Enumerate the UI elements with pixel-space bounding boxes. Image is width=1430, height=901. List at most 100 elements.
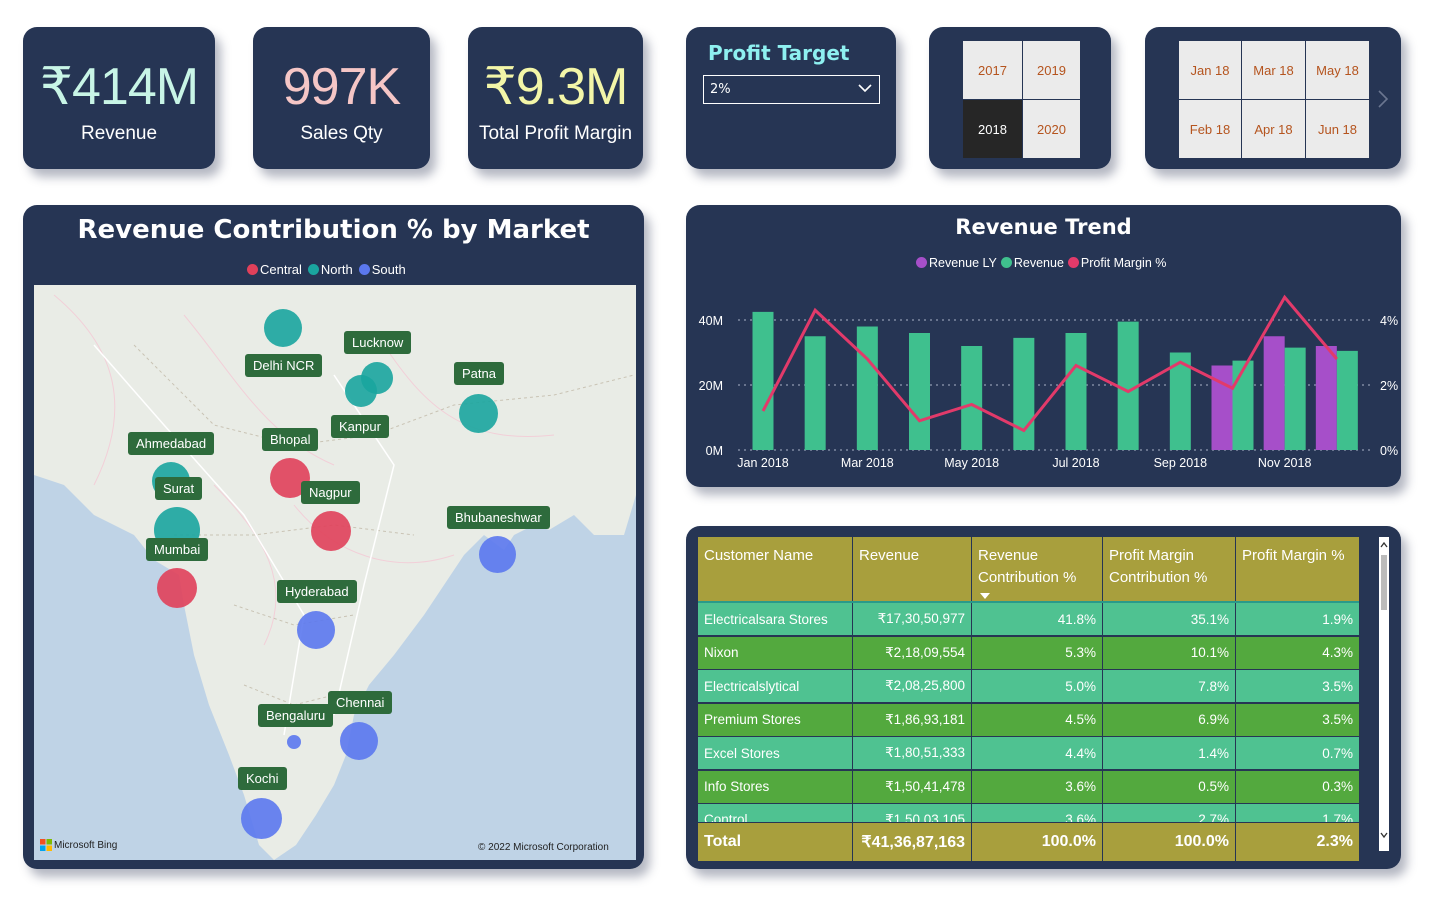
profit-kpi-card: ₹9.3M Total Profit Margin bbox=[468, 27, 643, 169]
table-cell[interactable]: 35.1% bbox=[1103, 603, 1235, 635]
month-option[interactable]: May 18 bbox=[1306, 41, 1369, 99]
bar-revenue-ly bbox=[1263, 336, 1285, 450]
chevron-right-icon[interactable] bbox=[1377, 89, 1389, 113]
table-cell[interactable]: ₹1,86,93,181 bbox=[853, 703, 971, 736]
city-label-bhopal: Bhopal bbox=[262, 428, 319, 451]
year-option[interactable]: 2017 bbox=[963, 41, 1022, 99]
revenue-trend-chart[interactable]: 0M 20M 40M 0% 2% 4% Jan 2018 Mar 2018 May 2018 Ju… bbox=[686, 205, 1401, 487]
table-cell[interactable]: 41.8% bbox=[972, 603, 1102, 635]
table-cell[interactable]: ₹1,80,51,333 bbox=[853, 737, 971, 769]
column-header[interactable]: Profit Margin Contribution % bbox=[1103, 537, 1235, 601]
table-cell[interactable]: 5.3% bbox=[972, 636, 1102, 669]
column-header[interactable]: Revenue bbox=[853, 537, 971, 601]
bubble-bhubaneshwar[interactable] bbox=[479, 536, 516, 573]
year-slicer-card: 2017 2019 2018 2020 bbox=[929, 27, 1111, 169]
trend-title: Revenue Trend bbox=[955, 215, 1132, 239]
table-cell[interactable]: 1.9% bbox=[1236, 603, 1359, 635]
bar-revenue bbox=[1169, 352, 1191, 450]
legend-item-revenue: Revenue bbox=[1000, 256, 1064, 270]
city-label-kochi: Kochi bbox=[238, 767, 287, 790]
customer-name-cell[interactable]: Control bbox=[698, 804, 852, 822]
sales-qty-label: Sales Qty bbox=[300, 123, 383, 144]
bing-attribution: Microsoft Bing bbox=[54, 839, 118, 851]
city-label-ahmedabad: Ahmedabad bbox=[128, 432, 215, 455]
column-header[interactable]: Revenue Contribution % bbox=[972, 537, 1102, 601]
table-cell[interactable]: 4.5% bbox=[972, 703, 1102, 736]
bubble-chennai[interactable] bbox=[340, 722, 378, 760]
customer-name-cell[interactable]: Excel Stores bbox=[698, 737, 852, 769]
bar-revenue bbox=[1232, 360, 1254, 450]
customer-name-cell[interactable]: Electricalslytical bbox=[698, 670, 852, 702]
table-cell[interactable]: 0.3% bbox=[1236, 770, 1359, 803]
year-option[interactable]: 2020 bbox=[1023, 100, 1080, 158]
customer-name-cell[interactable]: Nixon bbox=[698, 636, 852, 669]
bar-revenue-ly bbox=[1315, 346, 1337, 450]
city-label-bengaluru: Bengaluru bbox=[258, 704, 334, 727]
city-label-lucknow: Lucknow bbox=[344, 331, 412, 354]
bubble-kochi[interactable] bbox=[241, 798, 282, 839]
year-option-selected[interactable]: 2018 bbox=[963, 100, 1022, 158]
bubble-mumbai[interactable] bbox=[157, 568, 197, 608]
scroll-down-icon[interactable] bbox=[1379, 829, 1389, 841]
table-cell[interactable]: ₹1,50,03,105 bbox=[853, 804, 971, 822]
legend-item-south: South bbox=[358, 262, 406, 277]
total-cell: 100.0% bbox=[1103, 823, 1235, 861]
city-label-patna: Patna bbox=[454, 362, 504, 385]
bar-revenue bbox=[1336, 350, 1358, 450]
month-option[interactable]: Feb 18 bbox=[1179, 100, 1241, 158]
table-cell[interactable]: ₹2,08,25,800 bbox=[853, 670, 971, 702]
month-option[interactable]: Jan 18 bbox=[1179, 41, 1241, 99]
table-cell[interactable]: 6.9% bbox=[1103, 703, 1235, 736]
table-cell[interactable]: 4.3% bbox=[1236, 636, 1359, 669]
table-cell[interactable]: 3.6% bbox=[972, 770, 1102, 803]
customer-name-cell[interactable]: Info Stores bbox=[698, 770, 852, 803]
bar-revenue bbox=[1013, 337, 1035, 450]
column-header[interactable]: Customer Name bbox=[698, 537, 852, 601]
bar-revenue bbox=[804, 336, 826, 450]
city-label-mumbai: Mumbai bbox=[146, 538, 209, 561]
table-cell[interactable]: 3.6% bbox=[972, 804, 1102, 822]
month-slicer-card: Jan 18 Mar 18 May 18 Feb 18 Apr 18 Jun 1… bbox=[1145, 27, 1401, 169]
table-cell[interactable]: 4.4% bbox=[972, 737, 1102, 769]
bubble-kanpur[interactable] bbox=[345, 375, 377, 407]
bubble-hyderabad[interactable] bbox=[297, 611, 335, 649]
month-option[interactable]: Jun 18 bbox=[1306, 100, 1369, 158]
table-cell[interactable]: 3.5% bbox=[1236, 670, 1359, 702]
profit-target-dropdown[interactable]: 2% bbox=[703, 75, 880, 104]
chevron-down-icon bbox=[857, 80, 873, 100]
table-cell[interactable]: ₹17,30,50,977 bbox=[853, 603, 971, 635]
total-cell: 2.3% bbox=[1236, 823, 1359, 861]
scroll-thumb[interactable] bbox=[1381, 555, 1387, 610]
table-cell[interactable]: 2.7% bbox=[1103, 804, 1235, 822]
y-tick-label-left: 40M bbox=[699, 314, 723, 328]
table-cell[interactable]: 0.7% bbox=[1236, 737, 1359, 769]
map-canvas[interactable]: Delhi NCR Lucknow Kanpur Patna Ahmedabad… bbox=[34, 285, 636, 860]
table-cell[interactable]: 1.4% bbox=[1103, 737, 1235, 769]
year-option[interactable]: 2019 bbox=[1023, 41, 1080, 99]
month-option[interactable]: Mar 18 bbox=[1242, 41, 1305, 99]
table-cell[interactable]: ₹1,50,41,478 bbox=[853, 770, 971, 803]
revenue-label: Revenue bbox=[80, 123, 158, 144]
table-cell[interactable]: 10.1% bbox=[1103, 636, 1235, 669]
profit-value: ₹9.3M bbox=[483, 58, 629, 116]
city-label-surat: Surat bbox=[155, 477, 203, 500]
customer-name-cell[interactable]: Premium Stores bbox=[698, 703, 852, 736]
table-cell[interactable]: 3.5% bbox=[1236, 703, 1359, 736]
scroll-up-icon[interactable] bbox=[1379, 539, 1389, 551]
bubble-patna[interactable] bbox=[459, 394, 498, 433]
bubble-nagpur[interactable] bbox=[311, 511, 351, 551]
table-cell[interactable]: 7.8% bbox=[1103, 670, 1235, 702]
customer-name-cell[interactable]: Electricalsara Stores bbox=[698, 603, 852, 635]
x-tick-label: Jan 2018 bbox=[737, 456, 788, 470]
column-header[interactable]: Profit Margin % bbox=[1236, 537, 1359, 601]
table-cell[interactable]: 0.5% bbox=[1103, 770, 1235, 803]
bubble-bengaluru[interactable] bbox=[287, 735, 301, 749]
table-cell[interactable]: ₹2,18,09,554 bbox=[853, 636, 971, 669]
table-cell[interactable]: 1.7% bbox=[1236, 804, 1359, 822]
table-cell[interactable]: 5.0% bbox=[972, 670, 1102, 702]
x-tick-label: Sep 2018 bbox=[1154, 456, 1208, 470]
month-option[interactable]: Apr 18 bbox=[1242, 100, 1305, 158]
bar-revenue bbox=[1117, 321, 1139, 450]
bubble-delhi-ncr[interactable] bbox=[264, 309, 302, 347]
table-scrollbar[interactable] bbox=[1379, 537, 1389, 851]
